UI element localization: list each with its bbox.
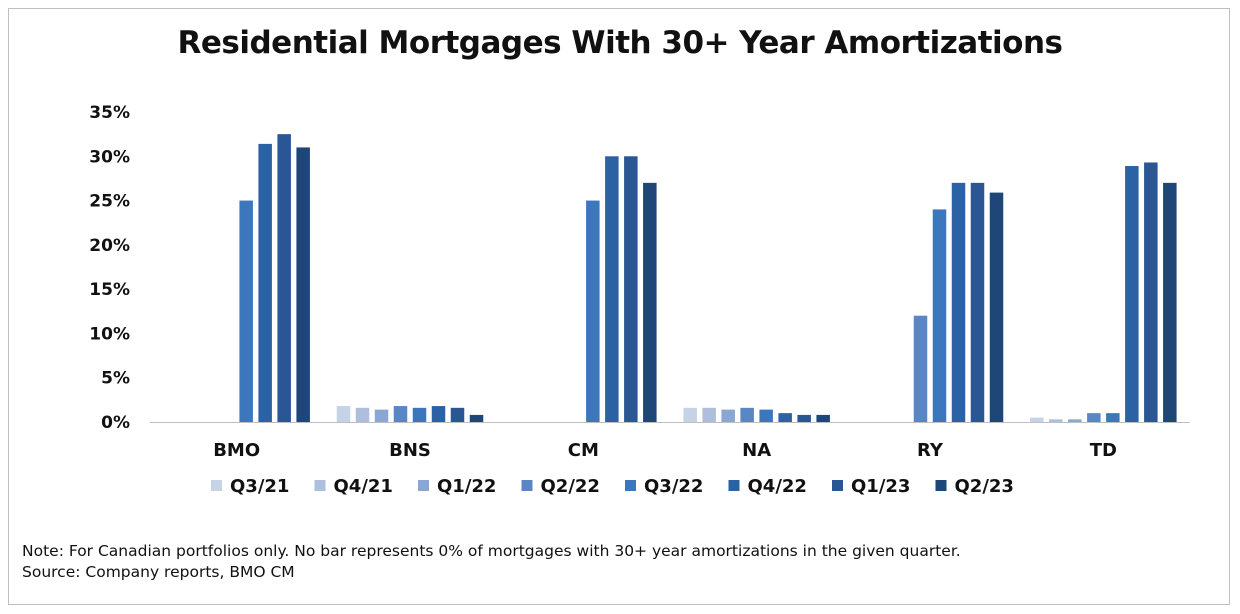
- y-tick-label: 10%: [89, 324, 130, 344]
- bar: [683, 407, 697, 422]
- bar: [258, 143, 272, 422]
- bar: [1068, 419, 1082, 422]
- legend-label: Q2/22: [541, 476, 600, 497]
- bar: [816, 414, 830, 422]
- note-text: Note: For Canadian portfolios only. No b…: [22, 542, 961, 560]
- bar: [450, 407, 465, 422]
- legend-label: Q4/21: [334, 476, 393, 497]
- bar: [989, 192, 1004, 422]
- bar: [951, 182, 966, 422]
- legend-swatch: [211, 480, 222, 491]
- bar: [1163, 182, 1177, 422]
- legend-swatch: [521, 480, 533, 491]
- x-category-label: RY: [917, 440, 944, 461]
- y-tick-label: 35%: [89, 103, 130, 123]
- source-text: Source: Company reports, BMO CM: [22, 563, 295, 581]
- bar: [702, 407, 716, 422]
- legend-label: Q3/22: [644, 476, 703, 497]
- legend-swatch: [728, 480, 740, 491]
- legend-label: Q4/22: [748, 476, 807, 497]
- bar: [355, 407, 370, 422]
- legend-label: Q2/23: [955, 476, 1014, 497]
- bar: [759, 409, 773, 422]
- x-category-label: BMO: [213, 440, 260, 461]
- chart-title: Residential Mortgages With 30+ Year Amor…: [177, 25, 1063, 61]
- legend-swatch: [935, 480, 947, 491]
- y-tick-label: 15%: [89, 280, 130, 300]
- bar: [1087, 413, 1101, 422]
- bar: [624, 156, 638, 423]
- chart-frame: [8, 8, 1230, 605]
- bar: [1106, 413, 1120, 422]
- y-tick-label: 0%: [101, 413, 130, 433]
- legend-label: Q1/22: [437, 476, 496, 497]
- bar: [393, 406, 408, 422]
- legend-swatch: [418, 480, 429, 491]
- bar: [431, 406, 446, 422]
- x-category-label: CM: [568, 440, 599, 461]
- y-tick-label: 5%: [101, 369, 130, 389]
- bar: [586, 200, 600, 422]
- legend-swatch: [832, 480, 843, 491]
- bar: [412, 407, 427, 422]
- bar: [778, 413, 792, 422]
- bar: [643, 182, 657, 422]
- bar: [1049, 419, 1063, 422]
- legend-label: Q1/23: [851, 476, 910, 497]
- bar: [970, 182, 985, 422]
- x-category-label: TD: [1090, 440, 1117, 461]
- x-category-label: NA: [742, 440, 771, 461]
- bar: [1125, 166, 1139, 422]
- bar: [605, 156, 619, 423]
- legend-label: Q3/21: [230, 476, 289, 497]
- bar: [239, 200, 253, 422]
- bar: [277, 134, 291, 422]
- chart-notes: Note: For Canadian portfolios only. No b…: [22, 541, 961, 583]
- y-tick-label: 25%: [89, 192, 130, 212]
- y-tick-label: 20%: [89, 236, 130, 256]
- bar: [469, 414, 484, 422]
- legend-swatch: [625, 480, 636, 491]
- bar: [721, 409, 735, 422]
- bar: [1030, 417, 1044, 422]
- bar: [374, 409, 389, 422]
- bar: [740, 407, 754, 422]
- bar: [1144, 162, 1158, 422]
- y-tick-label: 30%: [89, 147, 130, 167]
- bar: [913, 315, 928, 422]
- bar: [797, 414, 811, 422]
- bar: [296, 147, 310, 422]
- x-category-label: BNS: [389, 440, 431, 461]
- legend-swatch: [314, 480, 326, 491]
- bar: [932, 209, 947, 422]
- bar: [336, 406, 351, 422]
